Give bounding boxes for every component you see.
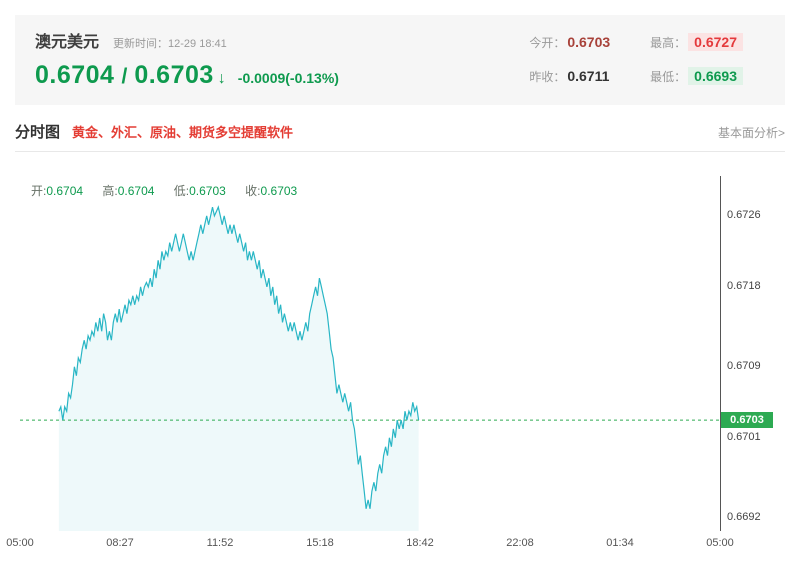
ad-link[interactable]: 黄金、外汇、原油、期货多空提醒软件 xyxy=(72,125,294,140)
price-separator: / xyxy=(121,65,128,88)
legend-open-value: 0.6704 xyxy=(46,184,84,198)
legend-low-label: 低: xyxy=(173,184,190,198)
stat-prev-close-label: 昨收： xyxy=(529,69,566,84)
stat-open-label: 今开： xyxy=(529,35,566,50)
price-line xyxy=(58,205,420,509)
stat-open-value: 0.6703 xyxy=(567,33,611,50)
stat-low-value: 0.6693 xyxy=(688,66,743,85)
x-axis-label: 11:52 xyxy=(206,537,234,549)
update-time-label: 更新时间： xyxy=(113,38,169,50)
y-axis-label: 0.6701 xyxy=(727,430,761,443)
fundamental-analysis-link[interactable]: 基本面分析> xyxy=(717,126,785,140)
price-current: 0.6704 xyxy=(35,61,115,89)
tab-intraday-chart[interactable]: 分时图 xyxy=(15,124,61,141)
x-axis-label: 18:42 xyxy=(406,537,434,549)
y-axis-label: 0.6726 xyxy=(727,208,761,221)
chart-plot[interactable] xyxy=(20,176,721,531)
x-axis-label: 01:34 xyxy=(606,537,634,549)
current-price-badge: 0.6703 xyxy=(721,412,773,429)
y-axis-label: 0.6718 xyxy=(727,279,761,292)
legend-open-label: 开: xyxy=(31,184,47,198)
legend-open: 开:0.6704 xyxy=(31,184,83,198)
x-axis-label: 15:18 xyxy=(306,537,334,549)
stat-prev-close-value: 0.6711 xyxy=(567,67,610,84)
price-area-fill xyxy=(58,207,419,531)
legend-low: 低:0.6703 xyxy=(174,184,226,198)
x-axis-label: 22:08 xyxy=(506,537,534,549)
price-chart-svg[interactable] xyxy=(20,176,720,531)
price-row: 0.6704 / 0.6703 ↓ -0.0009(-0.13%) xyxy=(35,61,339,90)
chart-ohlc-legend: 开:0.6704 高:0.6704 低:0.6703 收:0.6703 xyxy=(31,182,313,199)
legend-close: 收:0.6703 xyxy=(245,184,297,198)
page: 澳元美元 更新时间：12-29 18:41 0.6704 / 0.6703 ↓ … xyxy=(0,15,800,566)
stat-low-label: 最低： xyxy=(650,69,687,84)
pair-title: 澳元美元 xyxy=(35,34,100,51)
y-axis-label: 0.6709 xyxy=(727,359,761,372)
legend-close-value: 0.6703 xyxy=(260,184,298,198)
legend-low-value: 0.6703 xyxy=(189,184,226,198)
stat-prev-close: 昨收： 0.6711 xyxy=(529,68,610,85)
quote-stats: 今开： 0.6703 最高： 0.6727 昨收： 0.6711 最低： 0.6693 xyxy=(529,28,765,90)
tabbar: 分时图 黄金、外汇、原油、期货多空提醒软件 基本面分析> xyxy=(15,121,785,152)
legend-high-label: 高: xyxy=(102,184,118,198)
legend-high-value: 0.6704 xyxy=(117,184,155,198)
price-change: -0.0009(-0.13%) xyxy=(237,70,339,86)
quote-left: 澳元美元 更新时间：12-29 18:41 0.6704 / 0.6703 ↓ … xyxy=(35,28,339,90)
title-row: 澳元美元 更新时间：12-29 18:41 xyxy=(35,28,339,52)
x-axis-label: 08:27 xyxy=(106,537,134,549)
update-time: 更新时间：12-29 18:41 xyxy=(113,35,227,51)
stat-high: 最高： 0.6727 xyxy=(650,32,743,51)
stat-open: 今开： 0.6703 xyxy=(529,34,610,51)
y-axis-label: 0.6692 xyxy=(727,510,761,523)
update-time-value: 12-29 18:41 xyxy=(168,38,227,50)
stat-high-label: 最高： xyxy=(650,35,687,50)
y-axis: 0.6726 0.6718 0.6709 0.6701 0.6692 xyxy=(727,176,783,531)
down-arrow-icon: ↓ xyxy=(217,70,226,87)
x-axis-label: 05:00 xyxy=(6,537,34,549)
legend-close-label: 收: xyxy=(245,184,261,198)
intraday-chart: 开:0.6704 高:0.6704 低:0.6703 收:0.6703 0.67… xyxy=(6,156,785,566)
legend-high: 高:0.6704 xyxy=(102,184,154,198)
price-bid: 0.6703 xyxy=(134,61,214,89)
stat-high-value: 0.6727 xyxy=(688,32,743,51)
x-axis-label: 05:00 xyxy=(706,537,734,549)
stat-low: 最低： 0.6693 xyxy=(650,66,743,85)
quote-header: 澳元美元 更新时间：12-29 18:41 0.6704 / 0.6703 ↓ … xyxy=(15,15,785,105)
x-axis: 05:00 08:27 11:52 15:18 18:42 22:08 01:34 05:00 xyxy=(6,537,734,553)
